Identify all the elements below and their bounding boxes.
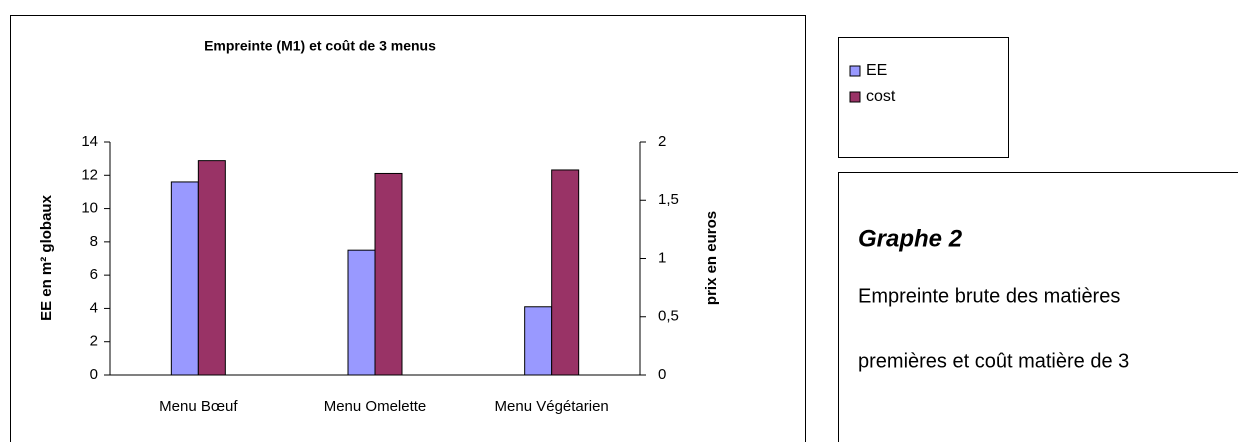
legend-label: cost (866, 88, 896, 105)
bar (170, 181, 199, 376)
y-axis-label: EE en m² globaux (38, 194, 55, 321)
legend-label: EE (866, 62, 887, 79)
chart-title: Empreinte (M1) et coût de 3 menus (204, 38, 436, 54)
y-tick-label: 4 (90, 299, 98, 316)
x-tick-label: Menu Omelette (324, 398, 427, 415)
legend-frame (838, 37, 1009, 158)
y-tick-label: 0 (90, 366, 98, 383)
caption-line: premières et coût matière de 3 (858, 350, 1129, 372)
caption-title: Graphe 2 (858, 225, 963, 252)
y-tick-label: 8 (90, 233, 98, 250)
x-tick-label: Menu Bœuf (159, 398, 238, 415)
x-tick-label: Menu Végétarien (495, 398, 609, 415)
bar (524, 306, 553, 376)
y2-tick-label: 0,5 (658, 308, 679, 325)
bar (374, 172, 403, 376)
y-tick-label: 14 (81, 133, 98, 150)
y-tick-label: 12 (81, 166, 98, 183)
chart-frame (10, 15, 806, 442)
bar (347, 249, 376, 376)
caption-line: Empreinte brute des matières (858, 285, 1120, 307)
legend-swatch (849, 91, 861, 103)
bar (551, 169, 580, 376)
y-tick-label: 6 (90, 266, 98, 283)
y2-tick-label: 1,5 (658, 191, 679, 208)
y-tick-label: 2 (90, 333, 98, 350)
bar (197, 160, 226, 376)
y2-tick-label: 2 (658, 133, 666, 150)
legend-swatch (849, 65, 861, 77)
caption-frame (838, 172, 1238, 442)
y-tick-label: 10 (81, 200, 98, 217)
y2-tick-label: 1 (658, 249, 666, 266)
y2-tick-label: 0 (658, 366, 666, 383)
y2-axis-label: prix en euros (703, 211, 720, 305)
